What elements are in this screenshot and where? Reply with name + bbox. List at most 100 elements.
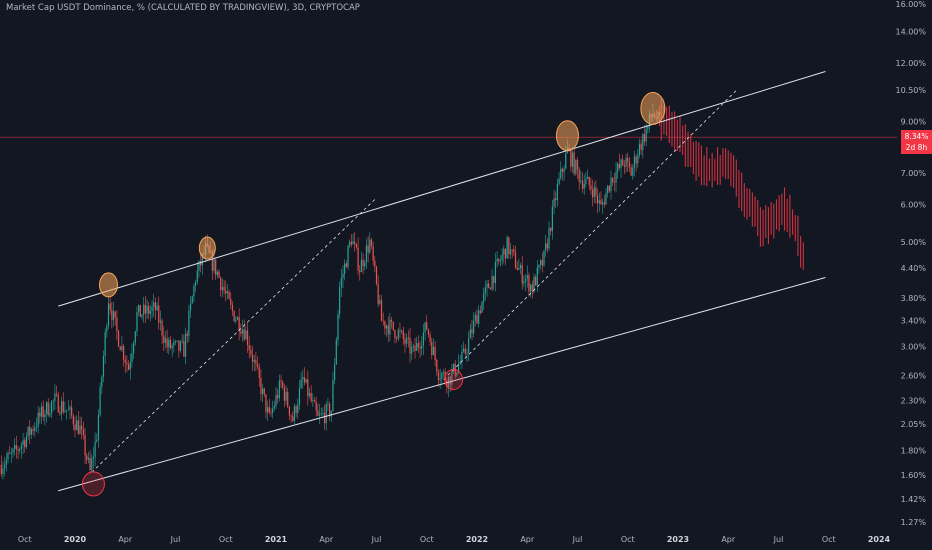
- candle-body: [345, 263, 347, 268]
- candle-body: [513, 249, 515, 253]
- candle-body: [570, 150, 572, 167]
- candle-body: [380, 300, 383, 322]
- candle-body: [320, 413, 322, 415]
- candle-body: [585, 179, 587, 184]
- current-value-timer: 2d 8h: [905, 143, 928, 152]
- candle-body: [436, 359, 438, 372]
- y-tick-label: 3.80%: [901, 294, 927, 303]
- candle-body: [407, 337, 409, 339]
- candle-body: [399, 330, 401, 332]
- candle-body: [40, 406, 43, 417]
- candle-body: [246, 330, 249, 346]
- candle-body: [474, 315, 476, 321]
- candle-body: [432, 346, 435, 355]
- candle-body: [278, 380, 280, 399]
- candle-body: [499, 260, 502, 262]
- candle-body: [12, 448, 14, 453]
- candle-body: [414, 345, 416, 351]
- x-tick-label: Oct: [822, 535, 836, 544]
- candle-body: [329, 403, 331, 417]
- candle-body: [198, 260, 200, 271]
- candle-body: [81, 425, 83, 430]
- candle-body: [536, 267, 538, 286]
- candle-body: [446, 380, 448, 388]
- candle-body: [317, 410, 319, 416]
- candle-body: [344, 263, 346, 274]
- x-tick-label: Apr: [721, 535, 736, 544]
- chart-title: Market Cap USDT Dominance, % (CALCULATED…: [6, 3, 360, 13]
- x-tick-label: Oct: [18, 535, 32, 544]
- candle-body: [355, 243, 357, 248]
- candle-body: [588, 177, 590, 186]
- y-tick-label: 7.00%: [901, 169, 927, 178]
- candle-body: [350, 241, 352, 245]
- candle-body: [412, 345, 414, 348]
- candle-body: [560, 168, 562, 179]
- candle-body: [293, 406, 296, 421]
- candle-body: [158, 305, 160, 323]
- candle-body: [272, 408, 274, 413]
- candle-body: [591, 189, 594, 198]
- candle-body: [119, 346, 121, 351]
- candle-body: [14, 445, 16, 449]
- channel-line-upper: [58, 71, 826, 307]
- candle-body: [109, 303, 111, 310]
- candle-body: [57, 394, 59, 413]
- candle-body: [603, 202, 605, 205]
- candle-body: [131, 352, 133, 363]
- candle-body: [87, 457, 89, 460]
- candle-body: [340, 278, 342, 288]
- x-tick-label: 2022: [466, 535, 488, 544]
- candle-body: [74, 424, 76, 431]
- candle-body: [590, 185, 592, 190]
- candle-body: [600, 200, 602, 205]
- candle-body: [295, 406, 297, 413]
- candle-body: [153, 302, 155, 307]
- candle-body: [77, 420, 79, 434]
- candle-body: [638, 143, 641, 156]
- marker-peak-2020-mar: [99, 272, 118, 298]
- candle-body: [335, 339, 337, 365]
- candle-body: [486, 283, 488, 288]
- candle-body: [89, 457, 91, 470]
- candle-body: [128, 364, 130, 370]
- candle-body: [273, 406, 275, 409]
- candle-body: [195, 282, 197, 286]
- y-tick-label: 1.27%: [901, 518, 927, 527]
- candle-body: [86, 455, 88, 460]
- candle-body: [322, 413, 324, 415]
- candle-body: [541, 260, 543, 266]
- candle-body: [292, 416, 294, 421]
- candle-body: [426, 322, 428, 330]
- candle-body: [339, 287, 341, 315]
- candle-body: [471, 329, 473, 334]
- y-tick-label: 5.00%: [901, 238, 927, 247]
- candle-body: [178, 340, 180, 351]
- candle-body: [288, 406, 290, 416]
- candle-body: [191, 296, 193, 304]
- candle-body: [543, 250, 545, 266]
- x-tick-label: Jul: [572, 535, 583, 544]
- candle-body: [637, 155, 639, 164]
- candle-body: [282, 381, 284, 388]
- x-tick-label: Jul: [170, 535, 181, 544]
- candle-body: [315, 402, 317, 411]
- candle-body: [32, 429, 34, 431]
- candle-body: [461, 351, 463, 362]
- candle-body: [124, 359, 126, 363]
- candle-body: [146, 306, 148, 314]
- candle-body: [469, 329, 471, 339]
- candle-body: [598, 200, 600, 204]
- candle-body: [159, 320, 162, 323]
- candle-body: [349, 241, 351, 246]
- candle-body: [300, 379, 302, 389]
- candle-body: [188, 310, 190, 336]
- candle-body: [623, 165, 625, 167]
- candle-body: [22, 440, 24, 445]
- candle-body: [15, 445, 17, 450]
- marker-peak-2022-nov: [640, 91, 666, 125]
- candle-body: [628, 161, 631, 168]
- channel-line-lower: [58, 276, 826, 492]
- candle-body: [402, 330, 404, 339]
